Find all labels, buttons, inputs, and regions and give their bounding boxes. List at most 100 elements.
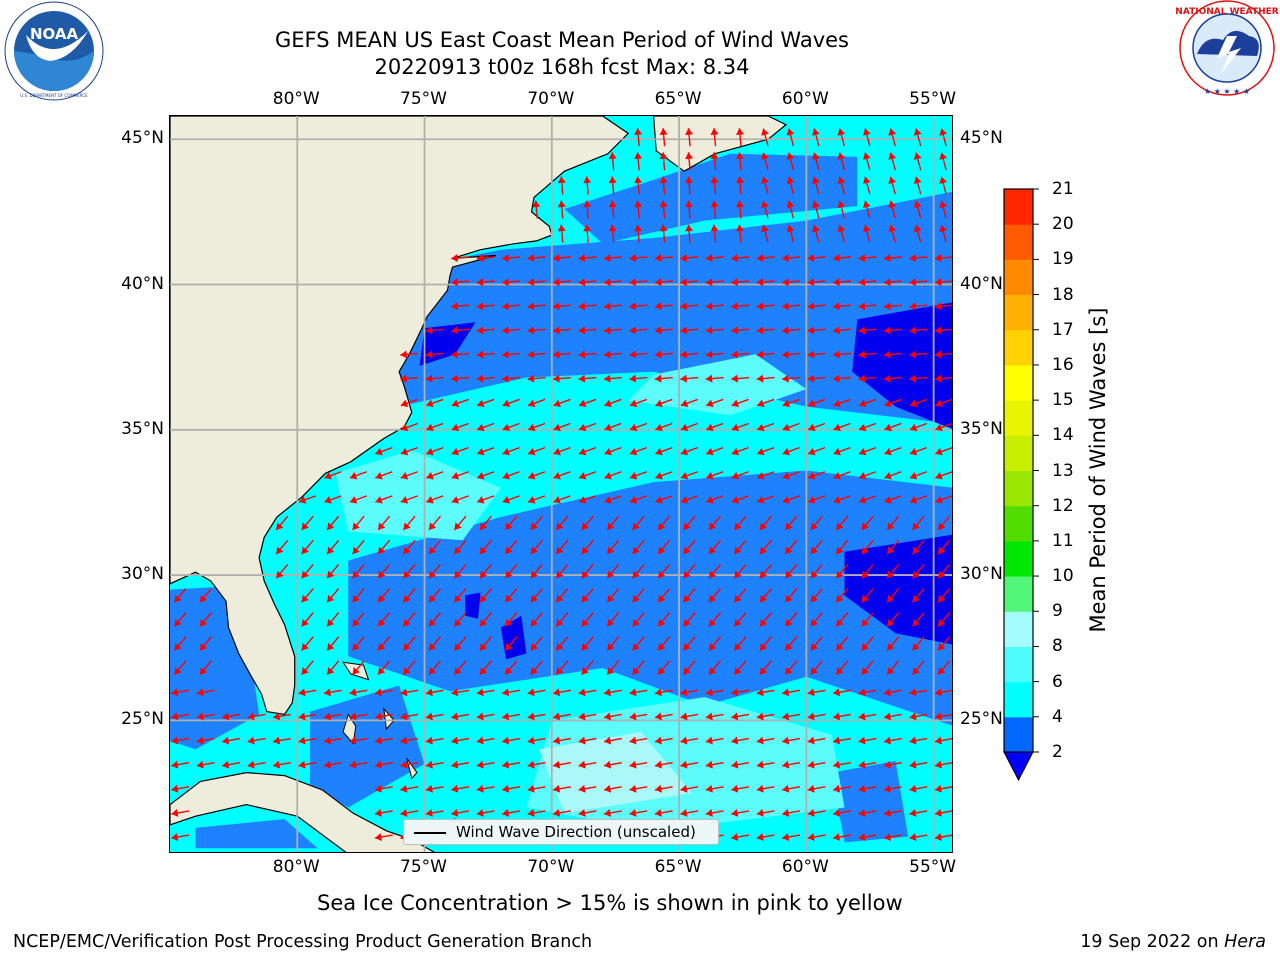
wave-arrow-119 [578, 736, 597, 745]
wave-arrow-576 [629, 302, 648, 311]
wave-arrow-506 [451, 374, 470, 383]
wave-arrow-169 [349, 688, 368, 697]
wave-arrow-537 [680, 350, 699, 359]
lat-label-left-2: 35°N [121, 418, 164, 439]
wave-arrow-45 [883, 808, 902, 817]
wave-arrow-519 [782, 374, 801, 383]
wave-arrow-456 [858, 446, 877, 456]
wave-arrow-49 [374, 784, 393, 793]
wave-arrow-128 [807, 736, 826, 745]
wave-arrow-404 [756, 495, 775, 504]
wave-arrow-354 [835, 539, 849, 555]
wave-arrow-73 [196, 760, 215, 769]
wave-arrow-153 [654, 712, 673, 721]
wave-arrow-471 [680, 422, 698, 432]
wave-arrow-174 [476, 688, 495, 697]
wave-arrow-164 [934, 712, 952, 721]
period-6-8-region-0 [335, 450, 501, 541]
wave-arrow-682 [710, 152, 719, 171]
wave-arrow-644 [939, 224, 948, 243]
wave-arrow-250 [199, 612, 212, 627]
wave-arrow-424 [629, 471, 648, 480]
wave-arrow-606 [883, 278, 902, 287]
wave-arrow-331 [937, 563, 951, 579]
wave-arrow-543 [832, 350, 852, 359]
wave-arrow-41 [782, 808, 801, 817]
wave-arrow-582 [782, 302, 801, 311]
wave-arrow-399 [629, 495, 648, 504]
wave-arrow-669 [735, 176, 744, 195]
wave-arrow-25 [374, 808, 393, 817]
wave-arrow-181 [654, 688, 673, 697]
wave-arrow-410 [909, 495, 928, 504]
wave-arrow-120 [603, 736, 622, 745]
wave-arrow-406 [807, 495, 826, 504]
wave-arrow-131 [883, 736, 902, 745]
wave-arrow-704 [939, 128, 948, 147]
wave-arrow-696 [735, 128, 744, 147]
wave-arrow-162 [883, 712, 902, 721]
wave-arrow-641 [862, 224, 871, 243]
wave-arrow-149 [553, 712, 571, 721]
wave-arrow-341 [504, 539, 518, 555]
wave-arrow-488 [553, 398, 571, 408]
wave-arrow-281 [352, 588, 365, 603]
wave-arrow-556 [629, 326, 648, 335]
wave-arrow-339 [453, 539, 467, 555]
wave-arrow-357 [912, 539, 925, 555]
wave-arrow-324 [759, 563, 772, 579]
wave-arrow-99 [858, 760, 877, 769]
wave-arrow-452 [756, 446, 775, 456]
wave-arrow-701 [862, 128, 871, 147]
wave-arrow-663 [583, 176, 592, 195]
wave-arrow-508 [502, 374, 521, 383]
footer-credit: NCEP/EMC/Verification Post Processing Pr… [13, 932, 593, 952]
wave-arrow-675 [888, 176, 897, 195]
wave-arrow-307 [326, 563, 340, 579]
wave-arrow-547 [934, 350, 952, 359]
wave-arrow-620 [731, 254, 750, 263]
wave-arrow-522 [858, 374, 877, 383]
wave-arrow-517 [731, 374, 750, 383]
wave-arrow-306 [301, 563, 314, 579]
lon-label-bottom-5: 55°W [909, 857, 957, 877]
wave-arrow-402 [706, 495, 724, 504]
wave-arrow-247 [912, 636, 925, 651]
wave-arrow-369 [530, 515, 543, 531]
wave-arrow-154 [680, 712, 699, 721]
wave-arrow-668 [710, 176, 719, 195]
wave-arrow-245 [861, 636, 874, 651]
wave-arrow-454 [807, 446, 826, 456]
wave-arrow-703 [913, 128, 922, 147]
wave-arrow-621 [756, 254, 775, 263]
colorbar-segment-15 [1004, 189, 1033, 225]
wave-arrow-198 [377, 660, 391, 676]
wave-arrow-251 [301, 612, 314, 627]
wave-arrow-78 [323, 760, 342, 769]
wave-arrow-686 [812, 152, 820, 171]
wave-arrow-684 [761, 152, 769, 171]
wave-arrow-388 [349, 495, 368, 504]
wave-arrow-587 [909, 302, 928, 311]
wave-arrow-106 [247, 736, 266, 745]
colorbar-segment-4 [1004, 576, 1033, 612]
svg-text:★ ★ ★ ★ ★: ★ ★ ★ ★ ★ [1204, 87, 1250, 96]
wave-arrow-372 [606, 515, 620, 531]
wave-arrow-161 [858, 712, 877, 721]
wave-arrow-469 [629, 422, 648, 432]
wave-arrow-658 [862, 200, 871, 219]
wave-arrow-56 [553, 784, 571, 793]
wave-arrow-104 [196, 736, 215, 745]
wave-arrow-173 [451, 688, 470, 697]
wave-arrow-207 [606, 660, 620, 676]
wave-arrow-393 [476, 495, 495, 504]
colorbar-tick-label-7: 12 [1052, 495, 1074, 516]
wave-arrow-185 [756, 688, 775, 697]
wave-arrow-381 [835, 515, 849, 531]
wave-arrow-455 [833, 446, 851, 456]
colorbar-segment-9 [1004, 400, 1033, 436]
wave-arrow-645 [532, 200, 541, 219]
wave-arrow-32 [553, 808, 571, 817]
wave-arrow-480 [909, 422, 928, 432]
wave-arrow-391 [426, 495, 444, 504]
